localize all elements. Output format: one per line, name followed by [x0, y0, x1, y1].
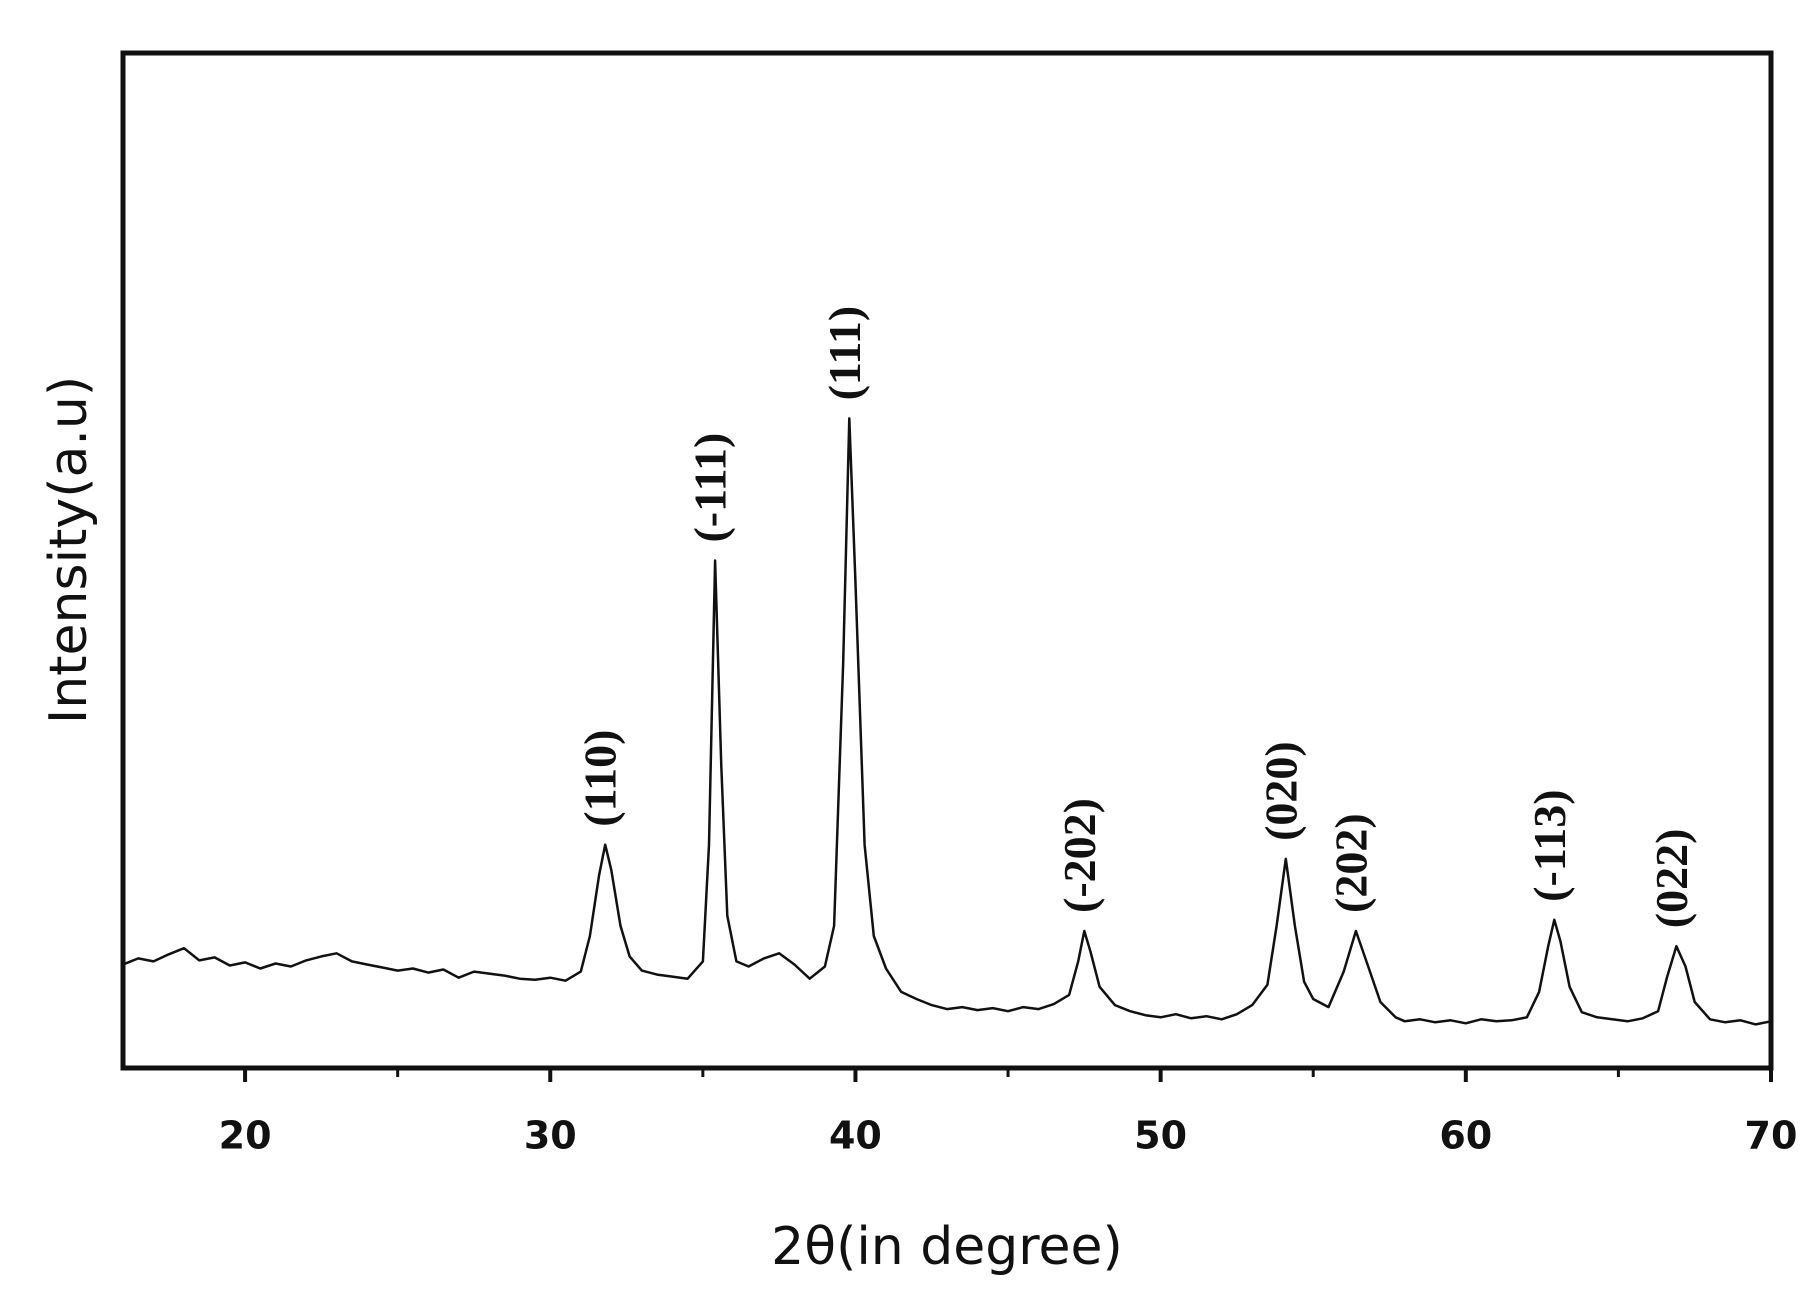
x-tick-label: 40 [829, 1114, 882, 1158]
x-tick-label: 60 [1439, 1114, 1492, 1158]
x-tick-label: 70 [1745, 1114, 1798, 1158]
peak-label: (020) [1255, 741, 1306, 841]
peak-label: (110) [575, 730, 626, 827]
peak-label: (202) [1326, 813, 1377, 913]
peak-label: (111) [819, 306, 870, 401]
plot-frame [120, 50, 1774, 1071]
peak-label: (022) [1646, 829, 1697, 929]
x-tick-label: 20 [219, 1114, 272, 1158]
x-tick-label: 50 [1134, 1114, 1187, 1158]
x-axis-label: 2θ(in degree) [771, 1217, 1123, 1277]
peak-label: (-113) [1524, 789, 1575, 901]
y-axis-label: Intensity(a.u) [39, 376, 99, 724]
data-line [122, 417, 1772, 1026]
peak-label: (-202) [1054, 798, 1105, 913]
x-tick-label: 30 [524, 1114, 577, 1158]
peak-label: (-111) [685, 433, 736, 543]
